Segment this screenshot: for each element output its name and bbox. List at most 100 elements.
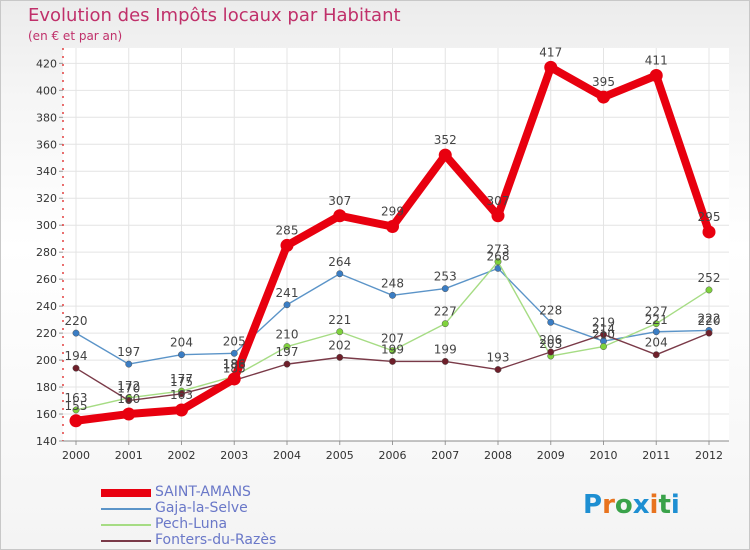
data-label: 172 <box>117 379 140 393</box>
series-pech-luna <box>72 258 713 414</box>
data-point <box>125 397 133 404</box>
chart-title: Evolution des Impôts locaux par Habitant <box>28 5 401 26</box>
data-label: 199 <box>381 342 404 356</box>
data-label: 210 <box>276 328 299 342</box>
data-label: 202 <box>328 338 351 352</box>
logo-letter: P <box>583 490 603 520</box>
legend-swatch <box>101 524 151 526</box>
data-label: 194 <box>65 349 88 363</box>
x-tick-label: 2010 <box>590 449 618 462</box>
data-label: 411 <box>645 53 668 67</box>
y-tick-label: 260 <box>36 273 57 286</box>
x-tick-label: 2003 <box>220 449 248 462</box>
data-label: 155 <box>65 399 88 413</box>
legend-item: Gaja-la-Selve <box>101 500 341 517</box>
data-label: 197 <box>117 345 140 359</box>
data-point <box>72 329 80 337</box>
data-label: 221 <box>645 313 668 327</box>
data-label: 299 <box>381 205 404 219</box>
data-label: 204 <box>170 336 193 350</box>
data-point <box>125 360 133 368</box>
x-tick-label: 2002 <box>168 449 196 462</box>
data-label: 253 <box>434 270 457 284</box>
legend-label: Gaja-la-Selve <box>155 500 248 516</box>
x-tick-label: 2011 <box>642 449 670 462</box>
data-label: 295 <box>698 210 721 224</box>
data-point <box>600 343 607 351</box>
legend-item: Pech-Luna <box>101 516 341 533</box>
data-point <box>544 60 558 74</box>
data-point <box>494 366 502 373</box>
data-label: 163 <box>65 391 88 405</box>
legend-item: SAINT-AMANS <box>101 484 341 501</box>
x-tick-label: 2007 <box>431 449 459 462</box>
y-tick-label: 220 <box>36 327 57 340</box>
x-tick-label: 2012 <box>695 449 723 462</box>
data-label: 207 <box>381 332 404 346</box>
data-point <box>122 407 136 421</box>
data-label: 227 <box>434 305 457 319</box>
legend-label: Fonters-du-Razès <box>155 532 277 548</box>
y-tick-label: 400 <box>36 84 57 97</box>
y-tick-label: 160 <box>36 408 57 421</box>
data-label: 307 <box>487 194 510 208</box>
data-point <box>441 320 449 328</box>
y-tick-label: 380 <box>36 111 57 124</box>
data-label: 214 <box>592 322 615 336</box>
data-point <box>649 68 663 82</box>
data-point <box>336 328 344 336</box>
data-point <box>547 348 555 356</box>
data-point <box>72 364 80 372</box>
data-point <box>547 318 555 326</box>
data-label: 204 <box>645 336 668 350</box>
data-point <box>283 343 291 351</box>
data-label: 210 <box>592 328 615 342</box>
logo-letter: t <box>658 490 671 520</box>
data-point <box>178 351 185 359</box>
data-label: 241 <box>276 286 299 300</box>
logo-letter: o <box>614 490 633 520</box>
y-tick-label: 180 <box>36 381 57 394</box>
proxiti-logo: Proxiti <box>583 490 680 520</box>
data-label: 163 <box>170 388 193 402</box>
data-point <box>652 328 660 336</box>
data-label: 228 <box>539 303 562 317</box>
data-label: 199 <box>434 342 457 356</box>
data-label: 222 <box>698 311 721 325</box>
chart-subtitle: (en € et par an) <box>28 29 123 43</box>
logo-letter: x <box>632 490 650 520</box>
data-label: 205 <box>223 334 246 348</box>
data-label: 170 <box>117 382 140 396</box>
data-label: 252 <box>698 271 721 285</box>
x-tick-label: 2004 <box>273 449 301 462</box>
chart-legend: SAINT-AMANS Gaja-la-Selve Pech-Luna Fonters… <box>101 484 341 549</box>
data-point <box>389 357 396 365</box>
data-point <box>283 360 291 368</box>
legend-label: Pech-Luna <box>155 516 228 532</box>
data-label: 285 <box>276 223 299 237</box>
data-point <box>227 372 241 386</box>
data-label: 417 <box>539 45 562 59</box>
data-label: 248 <box>381 276 404 290</box>
y-tick-label: 140 <box>36 435 57 448</box>
data-label: 177 <box>170 372 193 386</box>
data-point <box>441 285 449 293</box>
data-point <box>705 329 713 337</box>
data-point <box>283 301 291 309</box>
data-point <box>178 390 185 398</box>
data-label: 264 <box>328 255 351 269</box>
series-gaja-la-selve <box>72 264 713 368</box>
data-point <box>72 406 80 414</box>
data-point <box>702 225 716 239</box>
data-label: 307 <box>328 194 351 208</box>
x-tick-label: 2009 <box>537 449 565 462</box>
data-label: 395 <box>592 75 615 89</box>
data-point <box>175 403 188 417</box>
data-label: 220 <box>65 314 88 328</box>
x-tick-label: 2006 <box>379 449 407 462</box>
data-point <box>600 330 607 338</box>
data-label: 352 <box>434 133 457 147</box>
plot-area <box>63 48 729 441</box>
data-point <box>491 209 505 223</box>
data-point <box>386 220 399 234</box>
